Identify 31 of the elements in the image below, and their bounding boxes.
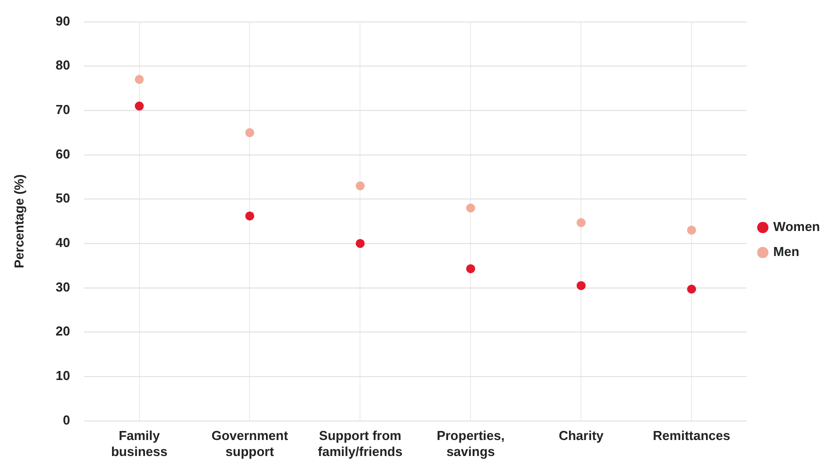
y-tick-label: 50 xyxy=(56,190,70,206)
y-tick-label: 70 xyxy=(56,102,70,118)
y-tick-label: 30 xyxy=(56,279,70,294)
point xyxy=(356,181,365,190)
point xyxy=(245,211,254,220)
y-tick-label: 20 xyxy=(56,324,70,339)
legend-label: Men xyxy=(773,244,800,260)
x-tick-label: Charity xyxy=(558,428,604,444)
point xyxy=(466,204,476,212)
point xyxy=(687,284,696,294)
point xyxy=(576,281,586,290)
point xyxy=(687,226,696,235)
y-tick-label: 10 xyxy=(56,368,70,384)
y-tick-label: 40 xyxy=(56,235,70,250)
point xyxy=(245,128,254,138)
y-tick-label: 80 xyxy=(56,58,70,73)
point xyxy=(134,102,144,111)
x-tick-label: Family business xyxy=(111,428,168,459)
point xyxy=(356,238,365,248)
x-tick-label: Properties, savings xyxy=(436,428,505,459)
x-tick-label: Support from family/friends xyxy=(318,428,402,459)
y-tick-label: 0 xyxy=(62,412,70,428)
y-tick-label: 90 xyxy=(56,13,70,28)
point xyxy=(466,264,476,274)
y-axis-title: Percentage (%) xyxy=(11,174,26,268)
x-tick-label: Government support xyxy=(211,428,289,459)
point xyxy=(576,218,586,228)
y-tick-label: 60 xyxy=(56,146,70,162)
legend-label: Women xyxy=(773,219,820,234)
x-tick-label: Remittances xyxy=(652,428,730,444)
point xyxy=(134,74,144,84)
